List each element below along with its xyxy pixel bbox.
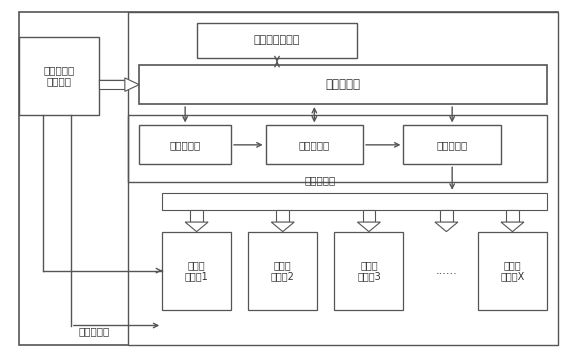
Bar	[190, 210, 203, 222]
Polygon shape	[125, 78, 139, 91]
Bar	[139, 125, 231, 164]
Bar	[440, 210, 453, 222]
Text: 图形发生器: 图形发生器	[299, 140, 330, 150]
Text: 测试处理器: 测试处理器	[305, 175, 336, 185]
Text: ......: ......	[436, 266, 458, 276]
Polygon shape	[357, 222, 380, 232]
Bar	[99, 80, 125, 89]
Bar	[139, 65, 547, 104]
Bar	[403, 125, 501, 164]
Text: 信号处
理单元3: 信号处 理单元3	[357, 260, 381, 281]
Text: 计算机及总
线控制器: 计算机及总 线控制器	[43, 65, 74, 87]
Bar	[276, 210, 289, 222]
Bar	[335, 232, 403, 310]
Polygon shape	[271, 222, 294, 232]
Bar	[478, 232, 547, 310]
Polygon shape	[435, 222, 458, 232]
Bar	[265, 125, 363, 164]
Polygon shape	[501, 222, 524, 232]
Text: 测试图形存储器: 测试图形存储器	[254, 35, 300, 45]
Bar	[18, 37, 99, 115]
Text: 存储控制器: 存储控制器	[325, 78, 361, 91]
Bar	[197, 22, 357, 58]
Text: 信号处
理单元X: 信号处 理单元X	[500, 260, 524, 281]
Bar	[162, 232, 231, 310]
Bar	[128, 115, 547, 182]
Text: 测试子系统: 测试子系统	[79, 326, 110, 336]
Bar	[362, 210, 375, 222]
Bar	[162, 193, 547, 210]
Polygon shape	[185, 222, 208, 232]
Bar	[128, 12, 559, 345]
Text: 信号处
理单元1: 信号处 理单元1	[185, 260, 208, 281]
Bar	[506, 210, 519, 222]
Text: 时序发生器: 时序发生器	[170, 140, 201, 150]
Text: 指令发生器: 指令发生器	[437, 140, 468, 150]
Bar	[248, 232, 317, 310]
Text: 信号处
理单元2: 信号处 理单元2	[271, 260, 295, 281]
